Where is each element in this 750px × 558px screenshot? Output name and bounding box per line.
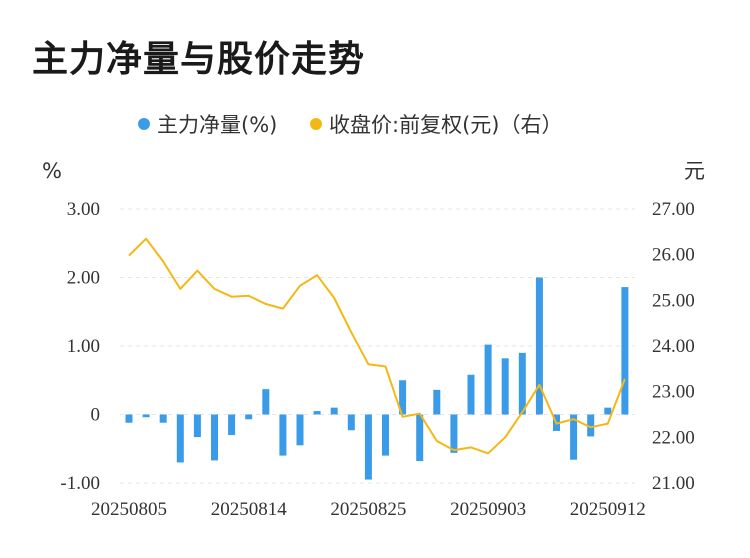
bar-mark <box>313 411 321 415</box>
line-series <box>128 237 626 455</box>
bar-mark <box>604 407 612 415</box>
bar-mark <box>570 414 578 460</box>
bar-mark <box>279 414 287 456</box>
bar-mark <box>364 414 372 480</box>
right-tick-label: 25.00 <box>652 290 695 311</box>
left-tick-label: -1.00 <box>60 473 100 494</box>
chart-title: 主力净量与股价走势 <box>32 39 366 80</box>
legend-label-close-price: 收盘价:前复权(元)（右） <box>329 113 562 137</box>
bar-mark <box>535 277 543 415</box>
bar-mark <box>125 414 133 423</box>
right-tick-label: 24.00 <box>652 336 695 357</box>
bar-mark <box>433 389 441 415</box>
left-axis-unit: % <box>42 159 62 183</box>
left-tick-label: 0 <box>91 405 101 426</box>
right-tick-label: 21.00 <box>652 473 695 494</box>
left-tick-label: 1.00 <box>67 336 100 357</box>
x-tick-label: 20250825 <box>330 499 406 520</box>
bar-mark <box>621 287 629 415</box>
bar-mark <box>296 414 304 446</box>
bar-mark <box>518 352 526 415</box>
gridlines <box>120 208 635 484</box>
bar-mark <box>159 414 167 423</box>
legend-label-net-volume: 主力净量(%) <box>157 113 277 137</box>
left-tick-label: 2.00 <box>67 268 100 289</box>
bar-mark <box>484 344 492 415</box>
bar-mark <box>587 414 595 437</box>
right-tick-label: 23.00 <box>652 382 695 403</box>
x-tick-label: 20250912 <box>570 499 646 520</box>
right-tick-label: 22.00 <box>652 427 695 448</box>
bar-mark <box>176 414 184 463</box>
x-tick-label: 20250903 <box>450 499 526 520</box>
bar-mark <box>450 414 458 453</box>
bar-mark <box>382 414 389 456</box>
bar-series <box>125 277 629 480</box>
price-line <box>128 237 626 455</box>
bar-mark <box>211 414 218 461</box>
legend-marker-net-volume <box>138 118 150 130</box>
bar-mark <box>501 358 509 415</box>
bar-mark <box>228 414 236 436</box>
bar-mark <box>142 414 150 418</box>
legend: 主力净量(%) 收盘价:前复权(元)（右） <box>138 113 562 137</box>
bar-mark <box>347 414 355 431</box>
bar-mark <box>399 380 407 415</box>
bar-mark <box>245 414 253 420</box>
left-tick-label: 3.00 <box>67 199 100 220</box>
right-axis-ticks: 27.00 26.00 25.00 24.00 23.00 22.00 21.00 <box>652 199 695 494</box>
bar-mark <box>193 414 201 438</box>
bar-mark <box>467 374 475 415</box>
x-axis-ticks: 20250805 20250814 20250825 20250903 20250912 <box>91 499 646 520</box>
bar-mark <box>262 389 270 415</box>
x-tick-label: 20250814 <box>211 499 288 520</box>
right-axis-unit: 元 <box>684 159 705 183</box>
legend-marker-close-price <box>310 118 322 130</box>
left-axis-ticks: 3.00 2.00 1.00 0 -1.00 <box>60 199 100 494</box>
right-tick-label: 27.00 <box>652 199 695 220</box>
bar-mark <box>416 414 424 462</box>
right-tick-label: 26.00 <box>652 245 695 266</box>
x-tick-label: 20250805 <box>91 499 167 520</box>
bar-mark <box>330 407 338 415</box>
